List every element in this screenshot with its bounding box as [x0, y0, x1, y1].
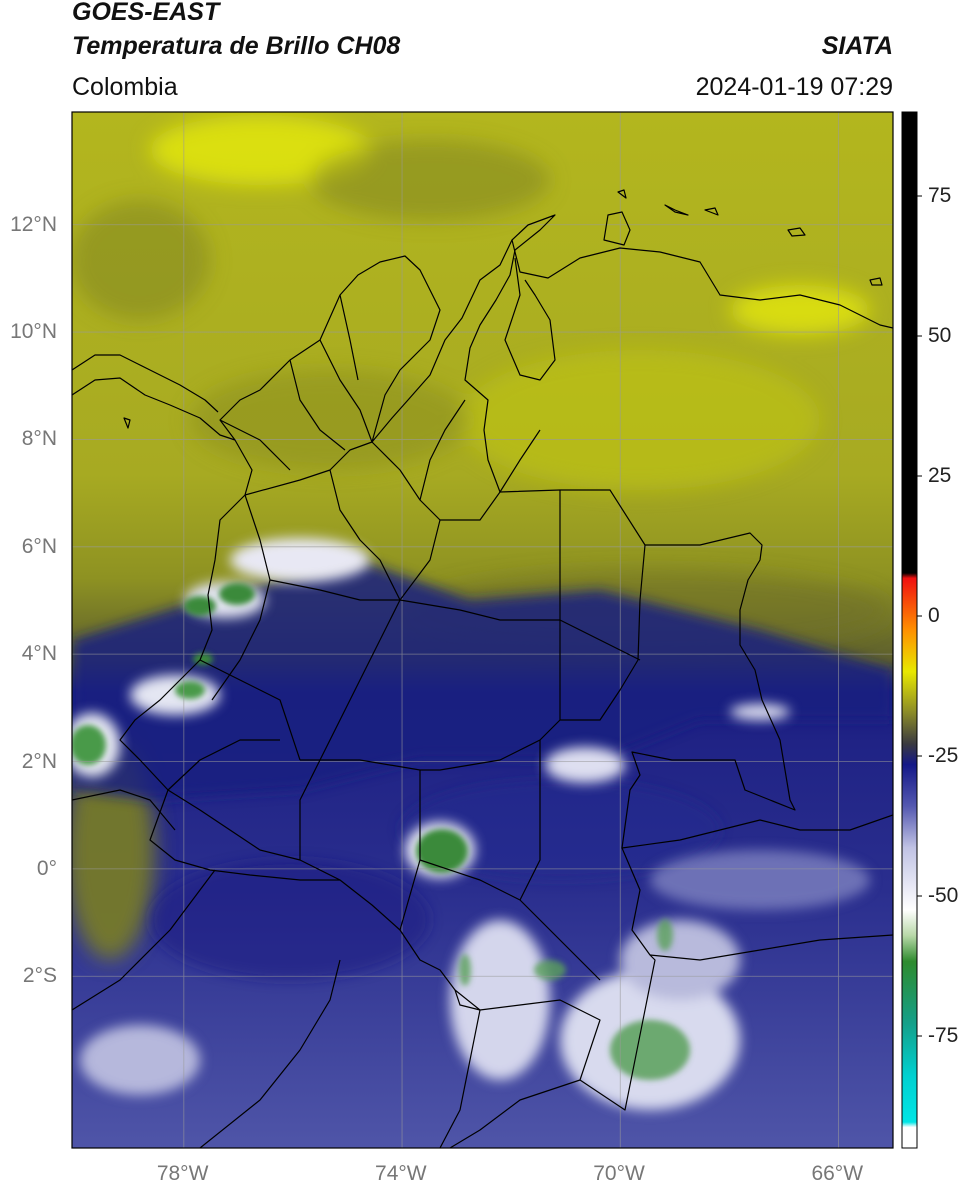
lon-label: 74°W [375, 1162, 427, 1185]
satellite-title: GOES-EAST [72, 0, 220, 26]
brand-label: SIATA [821, 32, 893, 60]
colorbar-tick-label: 75 [928, 184, 952, 207]
lat-label: 6°N [21, 534, 57, 558]
lat-label: 2°S [22, 964, 57, 988]
colorbar-tick-label: 50 [928, 324, 952, 347]
lat-label: 8°N [21, 427, 57, 451]
political-borders [72, 189, 893, 1148]
product-title: Temperatura de Brillo CH08 [72, 32, 401, 60]
lon-label: 66°W [811, 1162, 864, 1185]
colorbar-tick-label: 25 [928, 464, 952, 487]
map-frame [71, 111, 894, 1149]
lon-label: 78°W [156, 1162, 209, 1185]
colorbar-ramp [901, 111, 918, 1149]
colorbar [901, 111, 922, 1149]
graticule [72, 112, 893, 1148]
lat-label: 0° [36, 856, 57, 880]
lat-label: 2°N [21, 749, 57, 773]
lat-label: 12°N [10, 212, 57, 236]
colorbar-tick-label: -75 [928, 1024, 959, 1047]
datetime-label: 2024-01-19 07:29 [695, 73, 893, 101]
colorbar-tick-label: -50 [928, 884, 959, 907]
brightness-temperature-field [72, 112, 893, 1148]
lat-label: 10°N [10, 320, 57, 344]
colombia-border [119, 214, 796, 1111]
lat-label: 4°N [21, 642, 57, 666]
region-label: Colombia [72, 73, 178, 101]
colorbar-tick-label: -25 [928, 744, 959, 767]
colorbar-tick-label: 0 [928, 604, 940, 627]
lon-label: 70°W [593, 1162, 645, 1185]
